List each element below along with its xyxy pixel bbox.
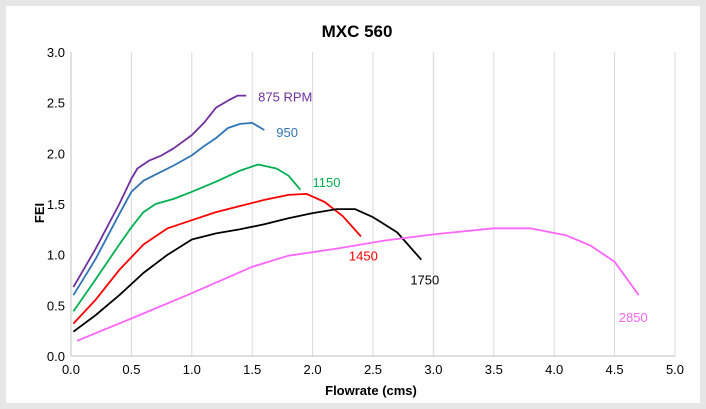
y-tick-label: 0.0 bbox=[47, 349, 65, 364]
y-tick-label: 1.0 bbox=[47, 248, 65, 263]
x-tick-label: 0.0 bbox=[62, 362, 80, 377]
series-line bbox=[72, 122, 265, 296]
series-label: 2850 bbox=[619, 310, 648, 325]
series-line bbox=[72, 192, 362, 325]
grid-lines bbox=[130, 52, 676, 356]
x-tick-label: 2.5 bbox=[364, 362, 382, 377]
x-tick-label: 2.0 bbox=[304, 362, 322, 377]
x-tick-label: 1.5 bbox=[243, 362, 261, 377]
series-labels: 875 RPM 950 1150 1450 1750 2850 bbox=[258, 90, 648, 326]
series-line bbox=[72, 94, 247, 288]
y-tick-labels: 0.0 0.5 1.0 1.5 2.0 2.5 3.0 bbox=[47, 45, 65, 364]
y-axis-label: FEI bbox=[32, 203, 47, 223]
x-tick-label: 1.0 bbox=[183, 362, 201, 377]
y-tick-label: 3.0 bbox=[47, 45, 65, 60]
y-tick-label: 2.0 bbox=[47, 146, 65, 161]
x-axis-label: Flowrate (cms) bbox=[325, 383, 417, 398]
series-label: 950 bbox=[276, 125, 298, 140]
series-line bbox=[72, 163, 302, 312]
x-tick-label: 3.0 bbox=[424, 362, 442, 377]
series-label: 1450 bbox=[349, 248, 378, 263]
series-label: 875 RPM bbox=[258, 90, 312, 105]
x-tick-label: 4.0 bbox=[545, 362, 563, 377]
y-tick-label: 1.5 bbox=[47, 197, 65, 212]
series-label: 1750 bbox=[410, 273, 439, 288]
y-tick-label: 2.5 bbox=[47, 96, 65, 111]
series-lines bbox=[72, 94, 640, 342]
axes bbox=[70, 52, 675, 357]
series-line bbox=[76, 227, 640, 342]
x-tick-labels: 0.0 0.5 1.0 1.5 2.0 2.5 3.0 3.5 4.0 4.5 5.0 bbox=[62, 362, 684, 377]
x-tick-label: 4.5 bbox=[606, 362, 624, 377]
x-tick-label: 5.0 bbox=[666, 362, 684, 377]
y-tick-label: 0.5 bbox=[47, 298, 65, 313]
series-label: 1150 bbox=[313, 175, 341, 190]
x-tick-label: 0.5 bbox=[122, 362, 140, 377]
series-line bbox=[72, 208, 422, 333]
x-tick-label: 3.5 bbox=[485, 362, 503, 377]
chart-title: MXC 560 bbox=[322, 22, 393, 41]
